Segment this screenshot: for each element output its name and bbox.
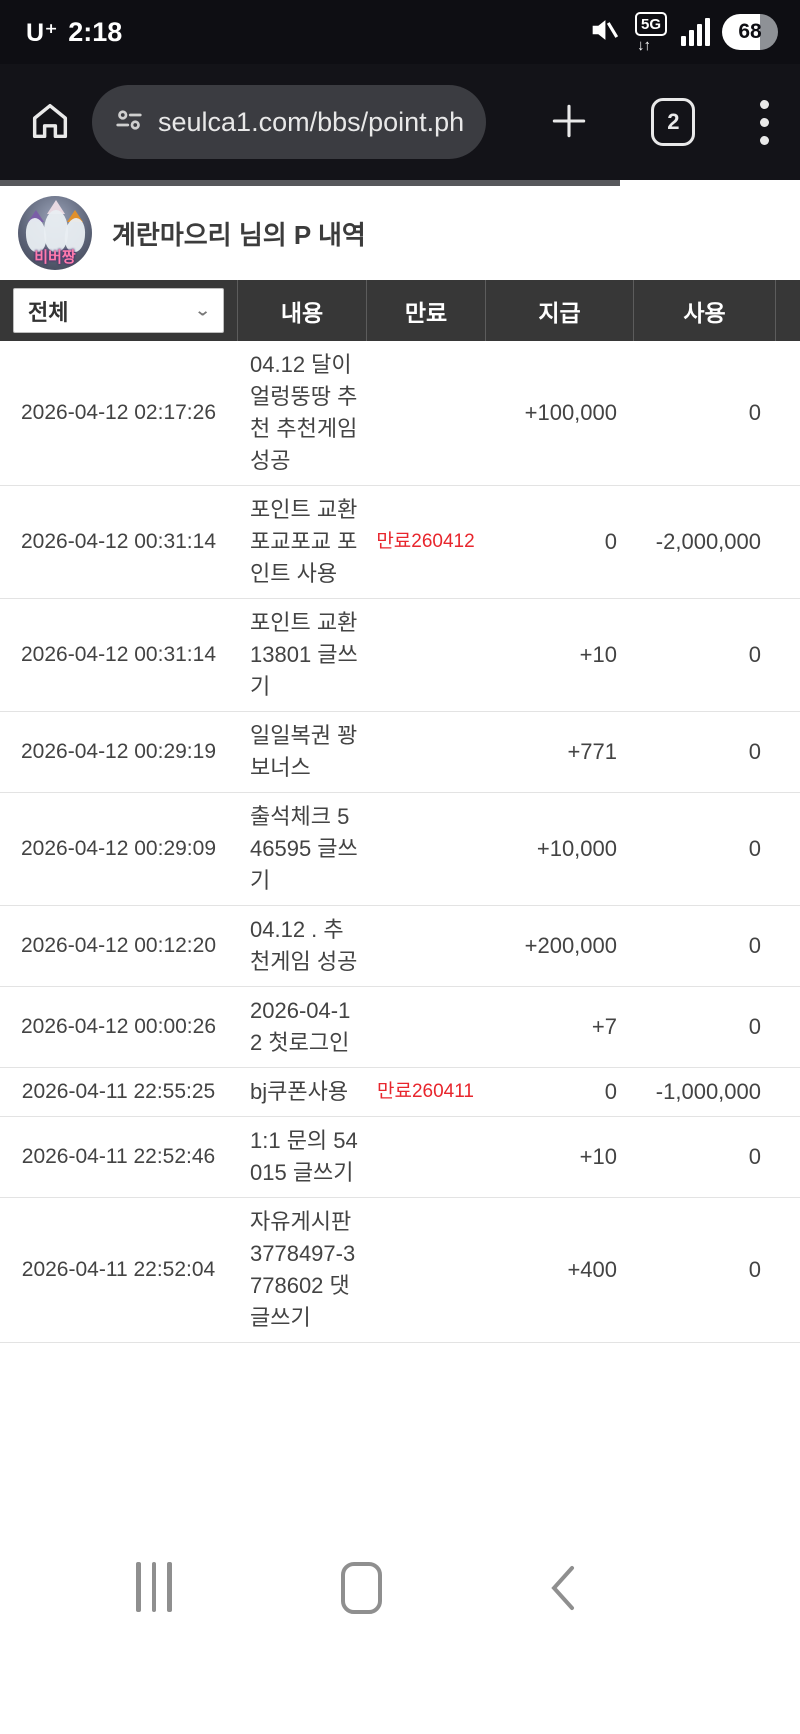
row-use-amount: 0 xyxy=(748,400,761,425)
site-settings-icon xyxy=(114,105,144,140)
5g-network-icon: 5G ↓↑ xyxy=(633,12,669,54)
row-date: 2026-04-12 00:31:14 xyxy=(21,530,216,553)
row-give-amount: 0 xyxy=(604,1079,617,1104)
signal-strength-icon xyxy=(681,18,710,46)
tab-count: 2 xyxy=(667,109,680,134)
table-row: 2026-04-12 00:12:20 04.12 . 추천게임 성공 +200… xyxy=(0,906,800,987)
clock: 2:18 xyxy=(68,16,123,47)
row-date: 2026-04-11 22:55:25 xyxy=(21,1080,216,1103)
table-header: 전체 ⌄ 내용 만료 지급 사용 xyxy=(0,280,800,341)
column-header-expire: 만료 xyxy=(366,280,485,341)
home-button[interactable] xyxy=(22,94,78,150)
row-give-amount: +100,000 xyxy=(524,400,617,425)
row-content: 04.12 달이 얼렁뚱땅 추천 추천게임 성공 xyxy=(250,352,358,473)
row-date: 2026-04-11 22:52:46 xyxy=(21,1145,216,1168)
table-row: 2026-04-12 00:31:14 포인트 교환 13801 글쓰기 +10… xyxy=(0,599,800,712)
scroll-indicator-fill xyxy=(0,180,620,186)
row-use-amount: 0 xyxy=(748,933,761,958)
table-row: 2026-04-12 02:17:26 04.12 달이 얼렁뚱땅 추천 추천게… xyxy=(0,341,800,486)
row-use-amount: 0 xyxy=(748,739,761,764)
row-content: 04.12 . 추천게임 성공 xyxy=(250,917,358,974)
row-give-amount: +7 xyxy=(591,1014,617,1039)
new-tab-button[interactable] xyxy=(541,94,597,150)
battery-icon: 68 xyxy=(722,14,778,50)
row-give-amount: 0 xyxy=(604,529,617,554)
row-give-amount: +771 xyxy=(567,739,617,764)
row-content: bj쿠폰사용 xyxy=(250,1079,349,1104)
row-expire: 만료260412 xyxy=(376,531,475,552)
row-date: 2026-04-12 02:17:26 xyxy=(21,401,216,424)
table-row: 2026-04-12 00:29:09 출석체크 546595 글쓰기 +10,… xyxy=(0,793,800,906)
chevron-down-icon: ⌄ xyxy=(194,302,211,320)
column-header-cutoff xyxy=(775,280,800,341)
avatar: 비버짱 xyxy=(18,196,92,270)
recents-icon xyxy=(136,1562,141,1612)
page-title: 계란마으리 님의 P 내역 xyxy=(112,219,366,250)
row-content: 출석체크 546595 글쓰기 xyxy=(250,804,358,893)
row-give-amount: +400 xyxy=(567,1257,617,1282)
row-use-amount: 0 xyxy=(748,1014,761,1039)
table-row: 2026-04-11 22:55:25 bj쿠폰사용 만료260411 0 -1… xyxy=(0,1068,800,1117)
row-use-amount: -2,000,000 xyxy=(655,529,761,554)
row-use-amount: 0 xyxy=(748,1144,761,1169)
row-content: 1:1 문의 54015 글쓰기 xyxy=(250,1128,358,1185)
kebab-icon xyxy=(760,99,770,109)
table-body: 2026-04-12 02:17:26 04.12 달이 얼렁뚱땅 추천 추천게… xyxy=(0,341,800,1343)
row-content: 자유게시판 3778497-3778602 댓글쓰기 xyxy=(250,1209,356,1330)
row-content: 2026-04-12 첫로그인 xyxy=(250,998,351,1055)
back-chevron-icon xyxy=(546,1562,580,1614)
row-date: 2026-04-12 00:29:09 xyxy=(21,837,216,860)
row-content: 포인트 교환 포교포교 포인트 사용 xyxy=(250,497,358,586)
android-back-button[interactable] xyxy=(546,1562,580,1614)
row-date: 2026-04-12 00:29:19 xyxy=(21,740,216,763)
row-date: 2026-04-12 00:31:14 xyxy=(21,643,216,666)
carrier-label: U⁺ xyxy=(26,18,59,47)
browser-menu-button[interactable] xyxy=(750,99,780,145)
system-nav-bar xyxy=(0,1504,800,1734)
page-header: 비버짱 계란마으리 님의 P 내역 xyxy=(0,186,800,280)
muted-speaker-icon xyxy=(587,13,621,52)
plus-icon xyxy=(547,99,591,146)
row-content: 일일복권 꽝 보너스 xyxy=(250,723,358,780)
filter-select[interactable]: 전체 ⌄ xyxy=(13,288,224,333)
filter-selected-value: 전체 xyxy=(28,299,69,325)
table-row: 2026-04-12 00:29:19 일일복권 꽝 보너스 +771 0 xyxy=(0,712,800,793)
row-use-amount: -1,000,000 xyxy=(655,1079,761,1104)
row-use-amount: 0 xyxy=(748,836,761,861)
android-home-button[interactable] xyxy=(341,1562,382,1614)
recents-button[interactable] xyxy=(136,1562,172,1612)
row-give-amount: +10,000 xyxy=(536,836,617,861)
row-give-amount: +10 xyxy=(579,1144,617,1169)
row-give-amount: +10 xyxy=(579,642,617,667)
status-right: 5G ↓↑ 68 xyxy=(587,12,778,54)
browser-toolbar: seulca1.com/bbs/point.ph 2 xyxy=(0,64,800,180)
status-left: U⁺ 2:18 xyxy=(26,17,122,48)
table-row: 2026-04-12 00:31:14 포인트 교환 포교포교 포인트 사용 만… xyxy=(0,486,800,599)
row-date: 2026-04-12 00:00:26 xyxy=(21,1015,216,1038)
url-text: seulca1.com/bbs/point.ph xyxy=(158,106,465,137)
address-bar[interactable]: seulca1.com/bbs/point.ph xyxy=(92,85,487,159)
row-date: 2026-04-12 00:12:20 xyxy=(21,934,216,957)
row-give-amount: +200,000 xyxy=(524,933,617,958)
status-bar: U⁺ 2:18 5G ↓↑ 68 xyxy=(0,0,800,64)
filter-cell: 전체 ⌄ xyxy=(0,280,237,341)
table-row: 2026-04-11 22:52:04 자유게시판 3778497-377860… xyxy=(0,1198,800,1343)
table-row: 2026-04-11 22:52:46 1:1 문의 54015 글쓰기 +10… xyxy=(0,1117,800,1198)
tab-switcher-button[interactable]: 2 xyxy=(651,98,696,146)
column-header-give: 지급 xyxy=(485,280,633,341)
column-header-use: 사용 xyxy=(633,280,775,341)
row-date: 2026-04-11 22:52:04 xyxy=(21,1258,216,1281)
row-use-amount: 0 xyxy=(748,642,761,667)
column-header-content: 내용 xyxy=(237,280,366,341)
row-use-amount: 0 xyxy=(748,1257,761,1282)
avatar-badge: 비버짱 xyxy=(34,249,76,266)
page-scroll-indicator xyxy=(0,180,800,186)
home-icon xyxy=(27,98,73,147)
row-content: 포인트 교환 13801 글쓰기 xyxy=(250,610,358,699)
row-expire: 만료260411 xyxy=(377,1081,474,1102)
table-row: 2026-04-12 00:00:26 2026-04-12 첫로그인 +7 0 xyxy=(0,987,800,1068)
